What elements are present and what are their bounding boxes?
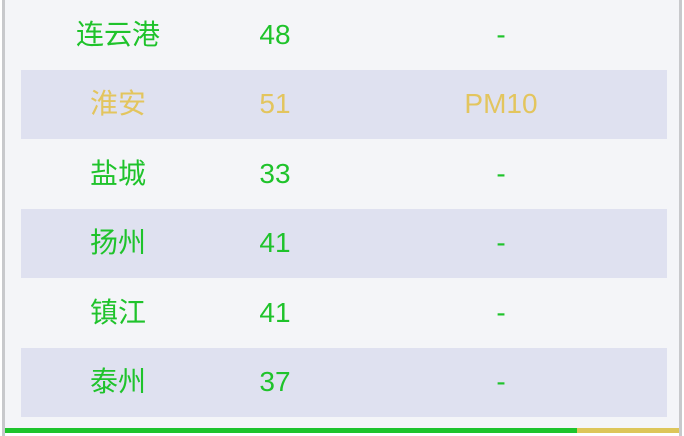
city-name-cell: 扬州 [89,227,146,259]
aqi-value-cell: 51 [259,88,291,120]
aqi-value-cell: 37 [259,366,291,398]
city-name-cell: 盐城 [89,157,146,189]
aqi-value-cell: 41 [259,296,291,328]
table-row[interactable]: 扬州 41 - [21,208,667,278]
aqi-value-cell: 33 [259,157,291,189]
table-row[interactable]: 盐城 33 - [21,139,667,209]
primary-pollutant-cell: - [496,296,506,328]
primary-pollutant-cell: - [496,157,506,189]
city-name-cell: 泰州 [89,366,146,398]
table-row[interactable]: 淮安 51 PM10 [21,69,667,139]
bottom-strip [5,433,679,436]
table-row[interactable]: 镇江 41 - [21,278,667,348]
city-name-cell: 镇江 [89,296,146,328]
table-row[interactable]: 连云港 48 - [21,0,667,70]
primary-pollutant-cell: - [496,227,506,259]
aqi-value-cell: 41 [259,227,291,259]
aqi-value-cell: 48 [259,18,291,50]
city-name-cell: 连云港 [75,18,160,50]
city-name-cell: 淮安 [89,88,146,120]
aqi-city-table: 连云港 48 - 淮安 51 PM10 盐城 33 - 扬州 41 - 镇江 4… [5,0,679,417]
primary-pollutant-cell: - [496,366,506,398]
table-row[interactable]: 泰州 37 - [21,347,667,417]
primary-pollutant-cell: - [496,18,506,50]
primary-pollutant-cell: PM10 [464,88,538,120]
scale-bar-segment-moderate-yellow [576,428,679,433]
aqi-scale-bar [5,428,679,433]
scale-bar-segment-good-green [5,428,577,433]
